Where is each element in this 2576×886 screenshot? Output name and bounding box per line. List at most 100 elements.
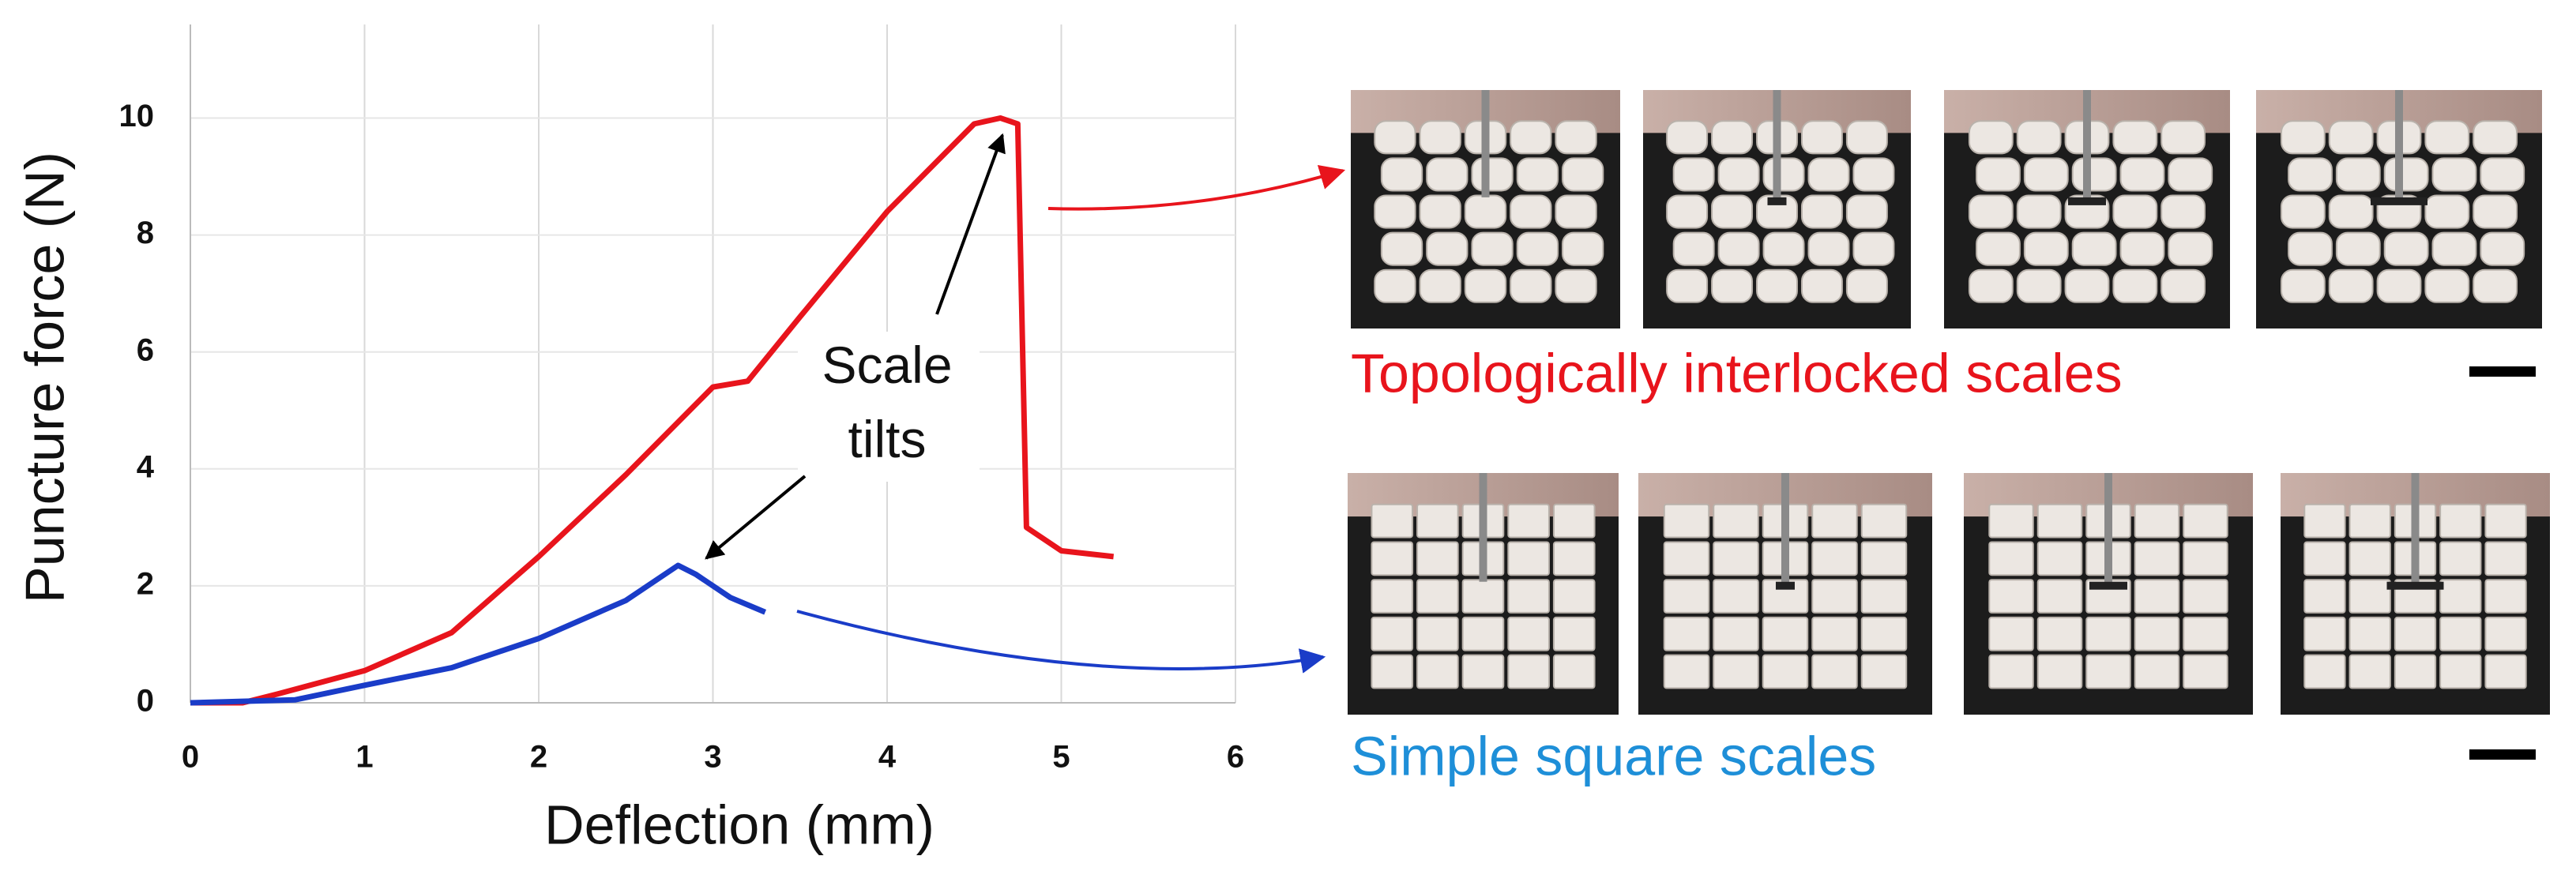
- x-tick-label: 4: [878, 740, 897, 775]
- connector: [1047, 164, 1346, 211]
- tile: [1562, 157, 1604, 192]
- tile: [1666, 268, 1709, 303]
- tile: [1464, 194, 1507, 229]
- tile: [2348, 541, 2391, 576]
- tile: [1711, 194, 1754, 229]
- y-tick-label: 10: [119, 99, 155, 133]
- tile: [2473, 120, 2518, 155]
- tile: [1811, 654, 1858, 689]
- tile: [1968, 120, 2014, 155]
- tile: [2112, 194, 2158, 229]
- tile: [1416, 503, 1459, 539]
- tile: [2348, 654, 2391, 689]
- tile: [1811, 616, 1858, 651]
- tile: [1713, 579, 1759, 614]
- tile: [2085, 654, 2131, 689]
- tile: [1507, 541, 1550, 576]
- tile: [1666, 194, 1709, 229]
- tile: [2168, 157, 2213, 192]
- gap: [1767, 197, 1787, 205]
- tile: [2348, 616, 2391, 651]
- tile: [2484, 654, 2527, 689]
- tile: [1510, 120, 1552, 155]
- tile: [2016, 120, 2062, 155]
- tile: [2424, 194, 2470, 229]
- tile: [1800, 194, 1843, 229]
- gap: [2371, 197, 2427, 205]
- tile: [1371, 503, 1414, 539]
- tile: [2383, 157, 2429, 192]
- tile: [1419, 268, 1461, 303]
- tile: [2134, 579, 2180, 614]
- tile: [2023, 231, 2069, 266]
- tile: [1711, 120, 1754, 155]
- tile: [2335, 157, 2381, 192]
- tile: [1416, 541, 1459, 576]
- y-tick-label: 6: [137, 332, 154, 367]
- tile: [2484, 579, 2527, 614]
- tile: [1552, 616, 1596, 651]
- tile: [2016, 268, 2062, 303]
- tile: [1663, 541, 1710, 576]
- x-tick-label: 3: [704, 740, 721, 775]
- tile: [2376, 268, 2422, 303]
- tile: [1852, 157, 1895, 192]
- tile: [1713, 654, 1759, 689]
- tile: [2473, 194, 2518, 229]
- tile: [2473, 268, 2518, 303]
- tile: [1860, 616, 1908, 651]
- annotation-arrow: [705, 475, 807, 560]
- tile: [1860, 654, 1908, 689]
- tile: [1510, 268, 1552, 303]
- tile: [1416, 579, 1459, 614]
- tile: [2328, 268, 2374, 303]
- tile: [2424, 268, 2470, 303]
- needle: [2083, 90, 2091, 197]
- tile: [1371, 616, 1414, 651]
- tile: [2160, 268, 2206, 303]
- tile: [1552, 503, 1596, 539]
- tile: [2183, 541, 2228, 576]
- tile: [2439, 503, 2482, 539]
- tile: [2303, 616, 2346, 651]
- tile: [1713, 503, 1759, 539]
- tile: [1552, 579, 1596, 614]
- tile: [1419, 194, 1461, 229]
- caption: Topologically interlocked scales: [1351, 342, 2123, 404]
- photo: [1351, 90, 1620, 328]
- tile: [2484, 541, 2527, 576]
- annotation: Scale tilts: [822, 336, 952, 468]
- photo: [2281, 473, 2550, 715]
- tile: [2016, 194, 2062, 229]
- tile: [1717, 157, 1760, 192]
- photo: [1944, 90, 2230, 328]
- tile: [2328, 194, 2374, 229]
- needle: [2104, 473, 2112, 582]
- x-tick-label: 6: [1227, 740, 1244, 775]
- tile: [1672, 157, 1715, 192]
- y-tick-label: 8: [137, 216, 154, 250]
- tile: [2280, 120, 2326, 155]
- tile: [2439, 654, 2482, 689]
- tile: [1471, 231, 1514, 266]
- photos: [1348, 90, 2550, 715]
- gap: [2386, 581, 2444, 590]
- scale-bar: [2469, 366, 2536, 377]
- tile: [1800, 120, 1843, 155]
- tile: [1968, 194, 2014, 229]
- tile: [2183, 654, 2228, 689]
- tile: [1371, 541, 1414, 576]
- tile: [1976, 231, 2021, 266]
- plot: 0 1 2 3 4 5 6 0 2 4 6 8 10 Scale tilts: [119, 24, 1244, 775]
- y-tick-label: 2: [137, 566, 154, 601]
- tile: [2280, 268, 2326, 303]
- x-tick-label: 5: [1052, 740, 1070, 775]
- tile: [1416, 654, 1459, 689]
- tile: [1811, 503, 1858, 539]
- tile: [1555, 268, 1597, 303]
- tile: [1756, 268, 1798, 303]
- tile: [1416, 616, 1459, 651]
- tile: [2431, 231, 2477, 266]
- tile: [1845, 194, 1888, 229]
